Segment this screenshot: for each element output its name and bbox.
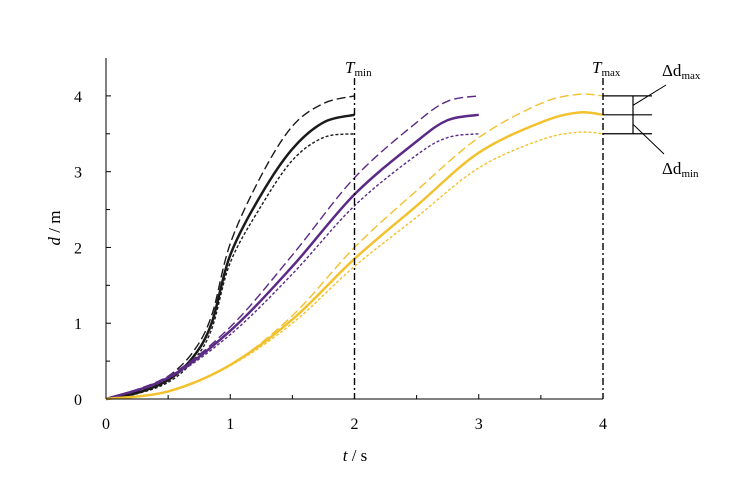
y-tick-label-1: 1 [74, 316, 82, 333]
y-tick-label-0: 0 [74, 392, 82, 409]
y-tick-label-3: 3 [74, 165, 82, 182]
x-tick-label-0: 0 [102, 416, 110, 433]
series-black-solid [105, 113, 355, 401]
tmax-label: Tmax [592, 58, 621, 79]
x-axis-title: t / s [343, 446, 368, 465]
ticks: 0 1 2 3 4 0 1 2 3 4 [74, 89, 607, 433]
x-tick-label-3: 3 [475, 416, 483, 433]
series-black-dashed [105, 95, 355, 400]
series-yellow-dashed [105, 93, 604, 400]
tmin-label: Tmin [345, 58, 372, 79]
y-tick-label-4: 4 [74, 89, 82, 106]
x-tick-label-1: 1 [226, 416, 234, 433]
y-tick-label-2: 2 [74, 240, 82, 257]
series-yellow-dotted [105, 131, 604, 400]
delta-min-label: Δdmin [662, 159, 699, 180]
series-black-dotted [105, 133, 355, 400]
series-purple-dotted [105, 133, 479, 400]
series-yellow-solid [105, 111, 604, 401]
delta-max-label: Δdmax [662, 61, 701, 82]
x-tick-label-2: 2 [351, 416, 359, 433]
x-tick-label-4: 4 [599, 416, 607, 433]
series-purple-solid [105, 113, 479, 401]
delta-min-leader [632, 123, 665, 155]
y-axis-title: d / m [45, 211, 64, 246]
series-layer [105, 93, 604, 401]
delta-bracket [603, 84, 667, 155]
series-purple-dashed [105, 95, 479, 400]
reference-lines [353, 78, 604, 399]
delta-max-leader [632, 84, 667, 106]
